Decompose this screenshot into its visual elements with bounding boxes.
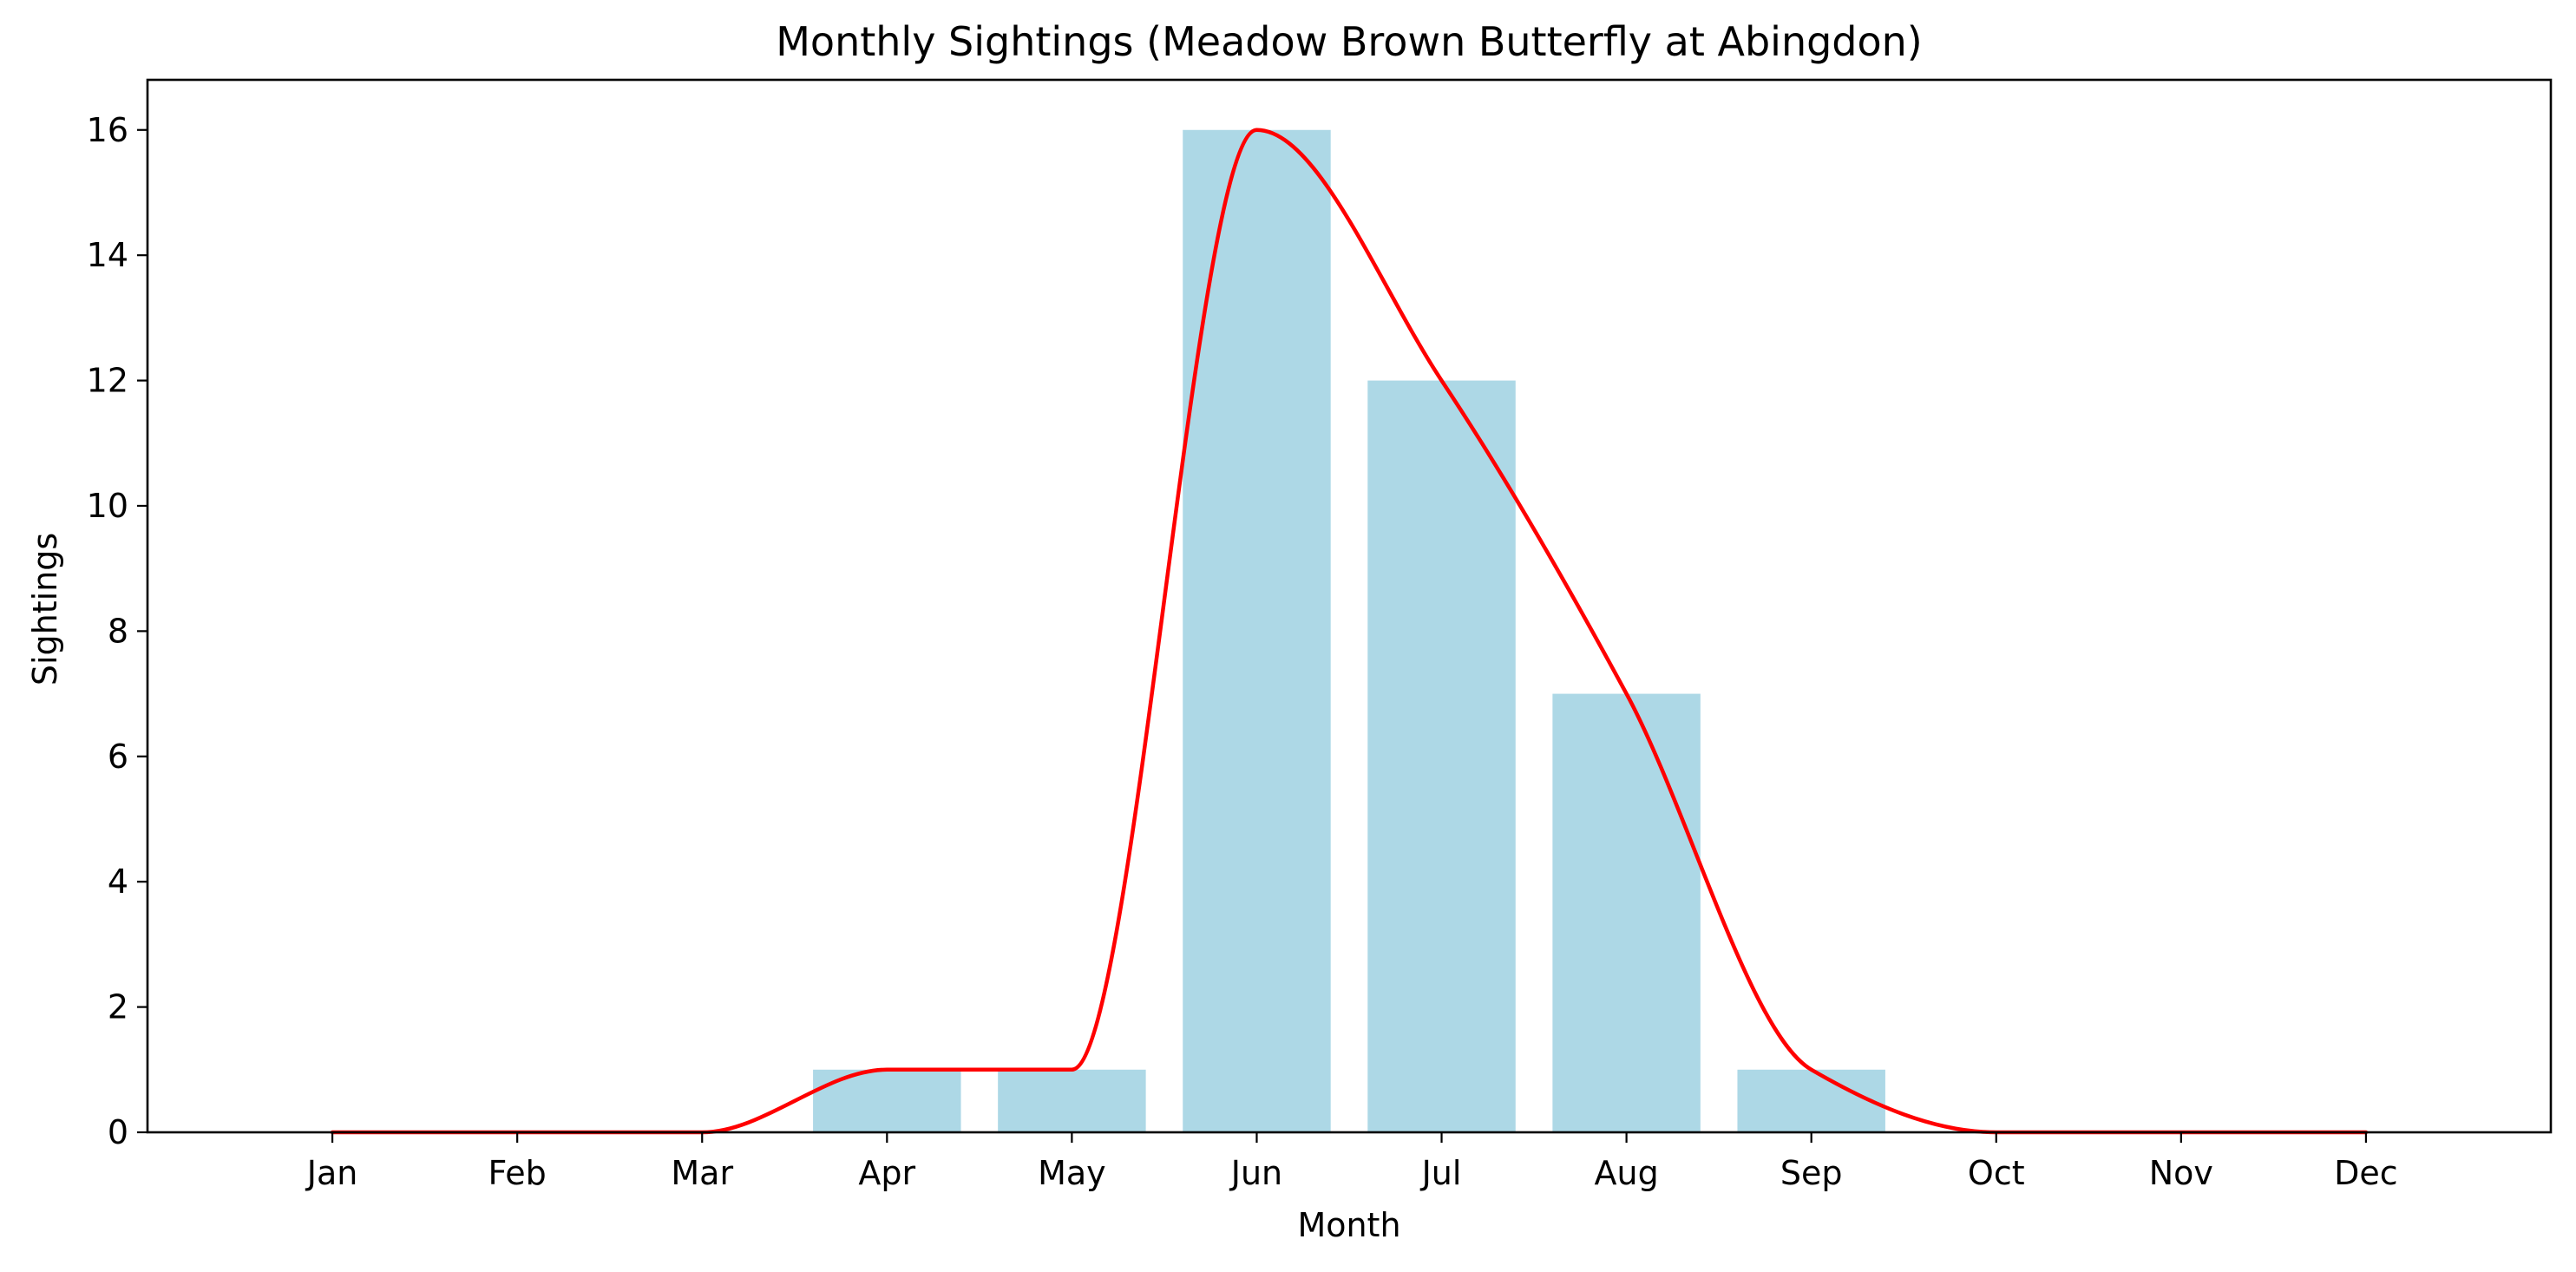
y-tick-label: 14 (87, 236, 128, 274)
trend-line (330, 128, 2369, 1135)
x-tick-label: Mar (671, 1154, 733, 1192)
y-tick-label: 16 (87, 111, 128, 149)
y-tick-label: 8 (108, 612, 128, 650)
bar-jul (1367, 380, 1516, 1133)
x-tick-label: Dec (2334, 1154, 2398, 1192)
bar-may (998, 1069, 1146, 1132)
y-tick-label: 4 (108, 862, 128, 901)
x-tick-label: Apr (858, 1154, 915, 1192)
x-tick-label: Sep (1780, 1154, 1843, 1192)
x-tick-label: Oct (1968, 1154, 2025, 1192)
x-tick-label: Jul (1420, 1154, 1462, 1192)
x-tick-label: May (1038, 1154, 1106, 1192)
y-tick-label: 2 (108, 988, 128, 1026)
x-axis-label: Month (1297, 1206, 1400, 1244)
bar-jun (1183, 129, 1331, 1132)
plot-area-frame (146, 78, 2553, 1134)
bar-series (813, 129, 1885, 1133)
x-axis-ticks: Jan Feb Mar Apr May Jun Jul Aug Sep Oct Nov Dec (305, 1132, 2398, 1192)
y-axis-ticks: 0 2 4 6 8 10 12 14 16 (87, 111, 147, 1151)
y-tick-label: 10 (87, 487, 128, 525)
x-tick-label: Jun (1229, 1154, 1282, 1192)
bar-aug (1552, 693, 1701, 1132)
x-tick-label: Feb (488, 1154, 547, 1192)
x-tick-label: Jan (305, 1154, 358, 1192)
x-tick-label: Nov (2149, 1154, 2213, 1192)
y-tick-label: 0 (108, 1113, 128, 1151)
y-axis-label: Sightings (26, 533, 64, 685)
x-tick-label: Aug (1595, 1154, 1659, 1192)
bar-apr (813, 1069, 961, 1132)
y-tick-label: 12 (87, 362, 128, 400)
y-tick-label: 6 (108, 738, 128, 776)
chart-title: Monthly Sightings (Meadow Brown Butterfl… (776, 18, 1923, 65)
bar-sep (1737, 1069, 1885, 1132)
